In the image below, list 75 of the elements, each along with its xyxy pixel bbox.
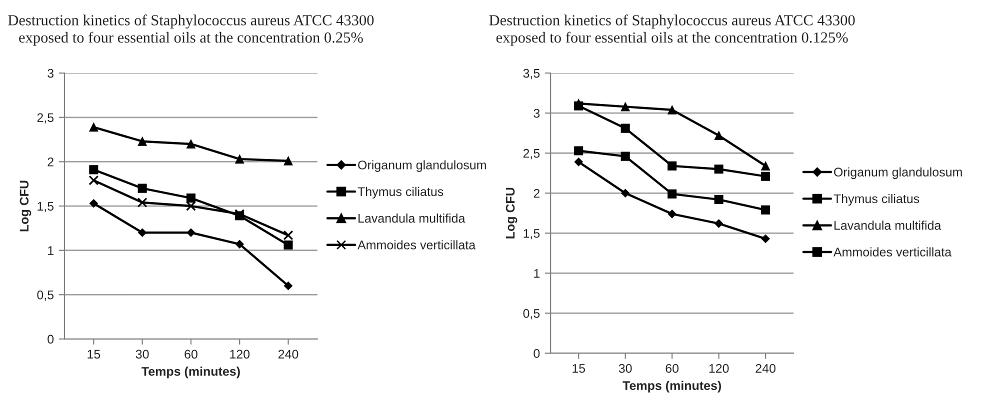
- x-tick-label: 240: [278, 350, 298, 359]
- x-tick-label: 30: [618, 364, 632, 373]
- point: [284, 240, 293, 250]
- point: [714, 164, 724, 174]
- point: [89, 199, 98, 208]
- legend-label: Lavandula multifida: [358, 214, 466, 223]
- y-tick-label: 3,5: [523, 68, 540, 80]
- point: [186, 201, 196, 212]
- y-tick-label: 2: [534, 188, 540, 198]
- x-axis-title: Temps (minutes): [142, 366, 240, 378]
- point: [620, 152, 630, 161]
- point: [714, 195, 724, 204]
- point: [574, 146, 584, 156]
- point: [668, 105, 677, 114]
- legend-label: Lavandula multifida: [834, 220, 942, 230]
- y-tick-label: 1: [534, 269, 540, 278]
- point: [137, 197, 148, 208]
- point: [235, 240, 244, 248]
- point: [620, 102, 630, 112]
- y-tick-label: 2,5: [37, 113, 54, 124]
- x-tick-label: 120: [709, 364, 729, 373]
- y-axis-title: Log CFU: [20, 180, 32, 232]
- point: [89, 165, 98, 174]
- x-tick-label: 15: [88, 350, 100, 359]
- x-tick-label: 240: [756, 364, 776, 373]
- point: [761, 234, 770, 244]
- point: [186, 228, 196, 237]
- x-tick-label: 30: [136, 350, 149, 359]
- x-tick-label: 60: [666, 364, 679, 373]
- point: [283, 230, 294, 240]
- y-tick-label: 0: [48, 334, 54, 344]
- y-tick-label: 2: [48, 158, 54, 166]
- point: [714, 219, 724, 228]
- point: [235, 154, 244, 164]
- point: [761, 161, 770, 170]
- point: [620, 124, 630, 133]
- legend-label: Ammoides verticillata: [833, 247, 952, 256]
- point: [88, 175, 99, 186]
- point: [668, 210, 676, 218]
- point: [186, 194, 196, 203]
- x-tick-label: 120: [230, 350, 250, 359]
- point: [89, 122, 98, 132]
- legend-label: Ammoides verticillata: [358, 240, 476, 250]
- point: [714, 130, 724, 140]
- y-tick-label: 3: [534, 108, 540, 118]
- point: [668, 161, 677, 170]
- y-tick-label: 2,5: [523, 148, 540, 160]
- y-tick-label: 0,5: [523, 309, 540, 320]
- legend-label: Thymus ciliatus: [358, 186, 444, 199]
- x-tick-label: 60: [184, 350, 198, 359]
- x-axis-title: Temps (minutes): [622, 380, 722, 392]
- legend-label: Origanum glandulosum: [358, 160, 486, 172]
- point: [761, 172, 770, 181]
- y-axis-title: Log CFU: [506, 188, 518, 238]
- point: [574, 158, 583, 166]
- point: [668, 189, 677, 198]
- point: [138, 228, 147, 237]
- chart-title: Destruction kinetics of Staphylococcus aureus ATCC 43300 exposed to four essential oils at the concentration 0.125%: [489, 14, 855, 46]
- point: [138, 136, 147, 146]
- point: [284, 156, 293, 166]
- legend-label: Thymus ciliatus: [834, 194, 920, 206]
- point: [284, 282, 293, 290]
- y-tick-label: 0: [534, 349, 540, 358]
- y-tick-label: 1: [48, 246, 54, 255]
- point: [186, 139, 196, 149]
- chart-title: Destruction kinetics of Staphylococcus aureus ATCC 43300 exposed to four essential oils at the concentration 0.25%: [8, 14, 374, 46]
- y-tick-label: 1,5: [524, 229, 540, 240]
- legend-label: Origanum glandulosum: [834, 167, 962, 179]
- y-tick-label: 3: [48, 68, 54, 78]
- y-tick-label: 1,5: [38, 202, 54, 212]
- x-tick-label: 15: [572, 364, 586, 373]
- y-tick-label: 0,5: [37, 290, 54, 301]
- point: [621, 188, 630, 198]
- point: [138, 184, 147, 193]
- point: [761, 205, 770, 214]
